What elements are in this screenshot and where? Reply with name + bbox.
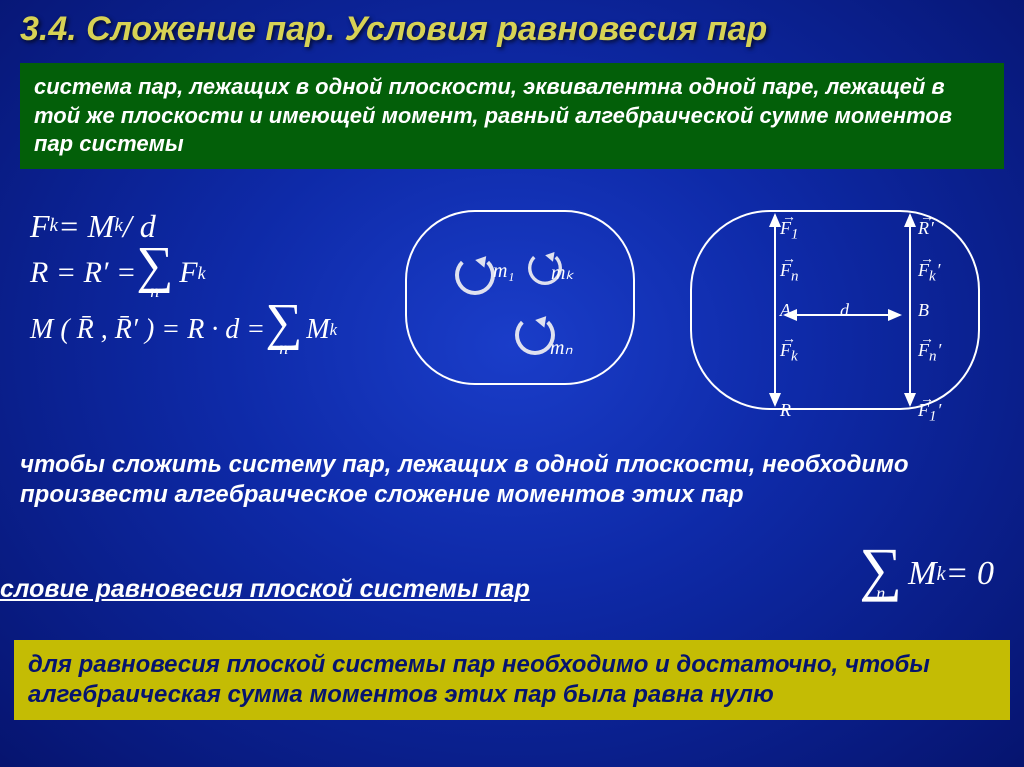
formula-2: R = R′ = ∑ n Fk (30, 248, 337, 299)
point-B: B (918, 300, 929, 321)
eq-rhs: = 0 (946, 555, 994, 593)
sigma-2: ∑ n (265, 305, 302, 356)
equilibrium-condition-title: словие равновесия плоской системы пар (0, 575, 530, 604)
vec-Fnprime: →Fn′ (918, 340, 942, 366)
eq-M: M (908, 555, 936, 593)
formula-1: Fk = Mk / d (30, 210, 337, 242)
point-A: A (780, 300, 791, 321)
force-vectors-svg (680, 200, 990, 430)
conclusion-box: для равновесия плоской системы пар необх… (14, 640, 1010, 720)
explanation-text: чтобы сложить систему пар, лежащих в одн… (20, 450, 1004, 510)
f1-k: k (50, 216, 59, 235)
f1-k2: k (114, 216, 123, 235)
f1-eqM: = M (58, 210, 114, 242)
slide-title: 3.4. Сложение пар. Условия равновесия па… (0, 0, 1024, 57)
vec-R: R (780, 400, 791, 421)
vec-Fkprime: →Fk′ (918, 260, 942, 286)
label-mk: mₖ (551, 260, 574, 285)
sigma-zero: ∑ n (859, 548, 902, 600)
f1-F: F (30, 210, 50, 242)
diagram-couples-symbolic: m₁ mₖ mₙ (405, 210, 635, 385)
vec-Rprime: →R′ (918, 218, 935, 239)
sigma-1: ∑ n (136, 248, 173, 299)
vec-F1prime: →F1′ (918, 400, 942, 426)
rotation-arrow-m1 (455, 255, 495, 295)
f3-k: k (330, 322, 337, 339)
formula-block: Fk = Mk / d R = R′ = ∑ n Fk M ( R̄ , R̄′… (30, 210, 337, 362)
label-d: d (840, 300, 849, 321)
sum-zero-n: n (876, 586, 885, 600)
eq-k: k (936, 563, 945, 586)
vec-Fk: →Fk (780, 340, 798, 366)
label-mn: mₙ (550, 335, 572, 360)
f3-lhs: M ( R̄ , R̄′ ) = R · d = (30, 316, 265, 344)
f2-k: k (198, 264, 206, 282)
f3-M: M (306, 316, 329, 344)
rotation-arrow-mn (515, 315, 555, 355)
equilibrium-equation: ∑ n Mk = 0 (859, 548, 994, 600)
sum-n1: n (150, 284, 159, 298)
label-m1: m₁ (493, 260, 514, 283)
theorem-box: система пар, лежащих в одной плоскости, … (20, 63, 1004, 169)
f2-F: F (179, 258, 197, 288)
f2-lhs: R = R′ = (30, 258, 136, 288)
sum-n2: n (279, 341, 288, 355)
vec-Fn: →Fn (780, 260, 799, 286)
diagram-left-border (405, 210, 635, 385)
vec-F1: →F1 (780, 218, 799, 244)
formula-3: M ( R̄ , R̄′ ) = R · d = ∑ n Mk (30, 305, 337, 356)
diagram-force-vectors: →F1 →Fn A →Fk R →R′ →Fk′ B →Fn′ →F1′ d (680, 200, 990, 430)
